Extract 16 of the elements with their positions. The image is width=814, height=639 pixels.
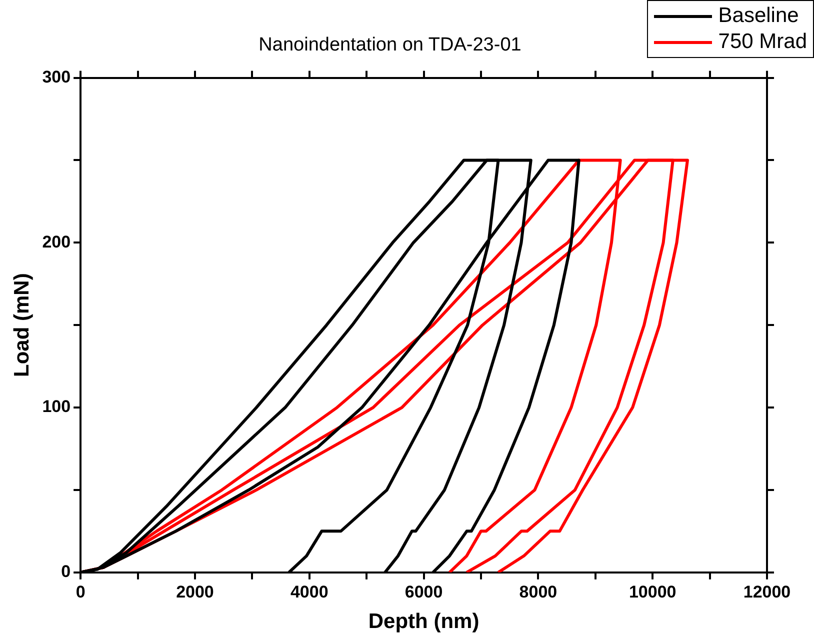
x-tick-label: 12000 [743,582,791,602]
x-axis-title: Depth (nm) [368,610,480,634]
x-tick-label: 2000 [176,582,214,602]
legend-label: 750 Mrad [718,29,807,55]
x-tick-label: 4000 [290,582,328,602]
y-tick-label: 200 [42,232,71,252]
y-tick-label: 300 [42,67,71,86]
x-tick-label: 10000 [628,582,676,602]
y-axis-title: Load (mN) [10,273,34,378]
y-tick-label: 100 [42,397,71,416]
chart-title: Nanoindentation on TDA-23-01 [258,34,522,56]
x-tick-label: 8000 [519,582,558,602]
y-tick-label: 0 [61,562,71,582]
legend-label: Baseline [718,3,799,29]
x-tick-label: 6000 [404,582,443,602]
x-tick-label: 0 [76,582,86,602]
